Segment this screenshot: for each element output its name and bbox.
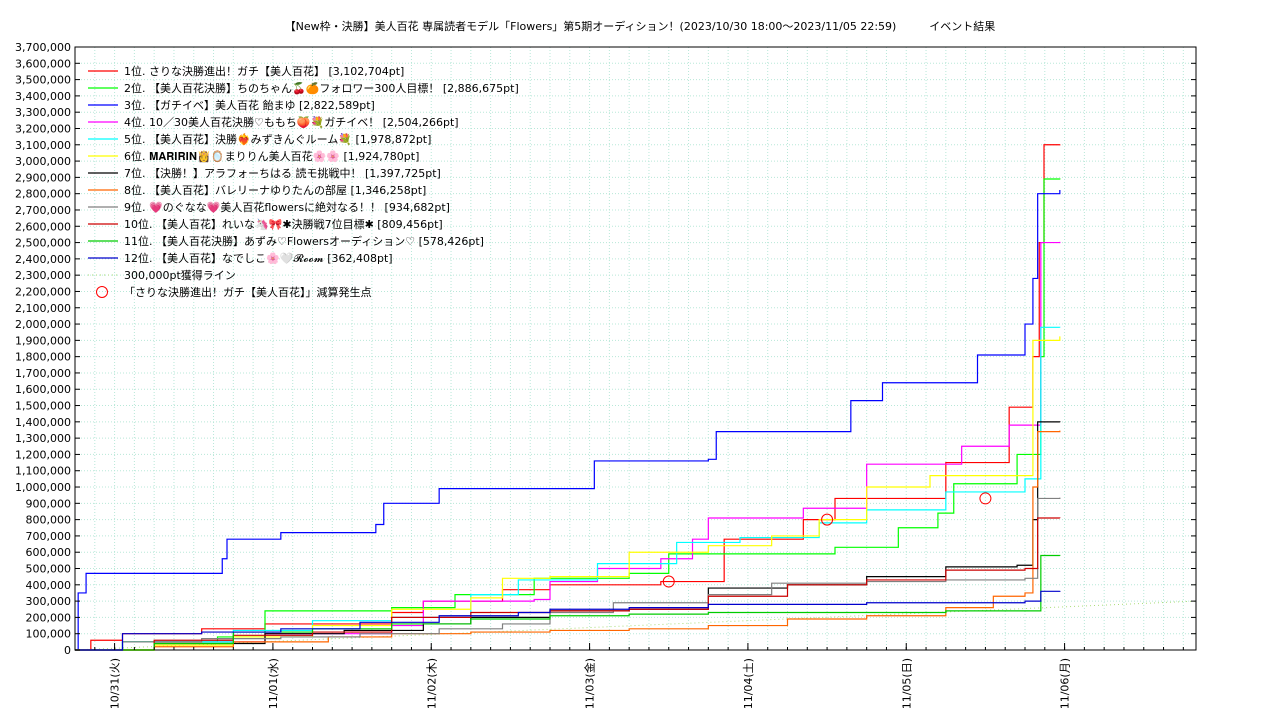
y-tick-label: 3,400,000 [15,90,71,103]
marker-layer [662,492,992,588]
y-tick-label: 3,000,000 [15,155,71,168]
y-axis: 0 100,000 200,000 300,000 400,000 500,000 600,… [15,41,1196,657]
x-tick-label: 11/04(土) [742,658,755,709]
x-tick-label: 10/31(火) [109,658,122,709]
y-tick-label: 2,500,000 [15,237,71,250]
legend-label-marker: 「さりな決勝進出！ガチ【美人百花】」減算発生点 [124,285,372,299]
y-tick-label: 1,500,000 [15,400,71,413]
chart-title: 【New枠・決勝】美人百花 専属読者モデル「Flowers」第5期オーディション… [284,20,996,33]
series-line-9 [75,497,1061,651]
y-tick-label: 3,600,000 [15,57,71,70]
x-tick-label: 11/06(月) [1059,658,1072,709]
x-tick-label: 11/05(日) [900,658,913,709]
x-tick-label: 11/01(水) [267,658,280,709]
y-tick-label: 2,600,000 [15,220,71,233]
reference-line-layer [74,600,1197,651]
legend-swatch-marker [96,286,108,298]
legend-label-5: 5位. 【美人百花】決勝❤️‍🔥みずきんぐルーム💐 [1,978,872pt] [124,132,431,146]
y-tick-label: 3,500,000 [15,74,71,87]
y-tick-label: 1,600,000 [15,383,71,396]
legend: 1位. さりな決勝進出！ガチ【美人百花】 [3,102,704pt] 2位. 【美… [88,64,519,299]
series-layer [75,144,1061,651]
y-tick-label: 2,900,000 [15,171,71,184]
y-tick-label: 600,000 [26,546,72,559]
plot-frame [74,46,1197,651]
reference-line [74,600,1197,651]
y-tick-label: 2,200,000 [15,285,71,298]
y-tick-label: 800,000 [26,514,72,527]
y-tick-label: 2,400,000 [15,253,71,266]
y-tick-label: 2,300,000 [15,269,71,282]
y-tick-label: 1,300,000 [15,432,71,445]
series-line-12 [75,590,1061,651]
y-tick-label: 700,000 [26,530,72,543]
legend-label-1: 1位. さりな決勝進出！ガチ【美人百花】 [3,102,704pt] [124,64,404,78]
x-tick-label: 11/02(木) [425,658,438,709]
legend-label-reference: 300,000pt獲得ライン [124,269,236,282]
y-tick-label: 400,000 [26,579,72,592]
series-line-3 [75,189,1061,651]
y-tick-label: 2,000,000 [15,318,71,331]
y-tick-label: 3,700,000 [15,41,71,54]
y-tick-label: 100,000 [26,628,72,641]
x-axis: 10/31(火) 11/01(水) 11/02(木) 11/03(金) 11/04(土)… [74,643,1184,709]
grid [75,47,1196,650]
y-tick-label: 900,000 [26,497,72,510]
y-tick-label: 2,100,000 [15,302,71,315]
y-tick-label: 3,100,000 [15,139,71,152]
y-tick-label: 3,300,000 [15,106,71,119]
legend-label-8: 8位. 【美人百花】バレリーナゆりたんの部屋 [1,346,258pt] [124,183,426,197]
subtraction-marker [821,513,834,526]
y-tick-label: 2,700,000 [15,204,71,217]
x-tick-label: 11/03(金) [583,658,597,709]
y-tick-label: 500,000 [26,563,72,576]
y-tick-label: 1,800,000 [15,351,71,364]
legend-label-7: 7位. 【決勝！】アラフォーちはる 読モ挑戦中！ [1,397,725pt] [124,166,441,180]
y-tick-label: 1,000,000 [15,481,71,494]
y-tick-label: 1,100,000 [15,465,71,478]
legend-label-3: 3位. 【ガチイベ】美人百花 飴まゆ [2,822,589pt] [124,98,375,112]
series-line-4 [75,241,1061,651]
legend-label-10: 10位. 【美人百花】れいな🦄🎀✱決勝戦7位目標✱ [809,456pt] [124,217,443,231]
series-line-8 [75,430,1061,651]
y-tick-label: 3,200,000 [15,122,71,135]
y-tick-label: 1,200,000 [15,448,71,461]
legend-label-11: 11位. 【美人百花決勝】あずみ♡Flowersオーディション♡ [578,42… [124,234,484,248]
subtraction-marker [979,492,992,505]
y-tick-label: 1,400,000 [15,416,71,429]
y-tick-label: 0 [64,644,71,657]
y-tick-label: 1,900,000 [15,334,71,347]
legend-label-6: 6位. 𝐌𝐀𝐑𝐈𝐑𝐈𝐍👸🪞まりりん美人百花🌸🌸 [1,924,780pt] [124,149,419,163]
legend-label-2: 2位. 【美人百花決勝】ちのちゃん🍒🍊フォロワー300人目標！ [2,886,6… [124,81,519,95]
y-tick-label: 200,000 [26,611,72,624]
y-tick-label: 2,800,000 [15,188,71,201]
legend-label-9: 9位. 💗のぐなな💗美人百花flowersに絶対なる！！ [934,682pt] [124,200,450,214]
series-line-2 [75,178,1061,651]
subtraction-marker [662,575,675,588]
y-tick-label: 300,000 [26,595,72,608]
legend-label-4: 4位. 10／30美人百花決勝♡ももち🍑💐ガチイベ！ [2,504,266pt] [124,115,459,129]
legend-label-12: 12位. 【美人百花】なでしこ🌸🤍𝓡𝓸𝓸𝓶 [362,408pt] [124,251,393,265]
y-tick-label: 1,700,000 [15,367,71,380]
